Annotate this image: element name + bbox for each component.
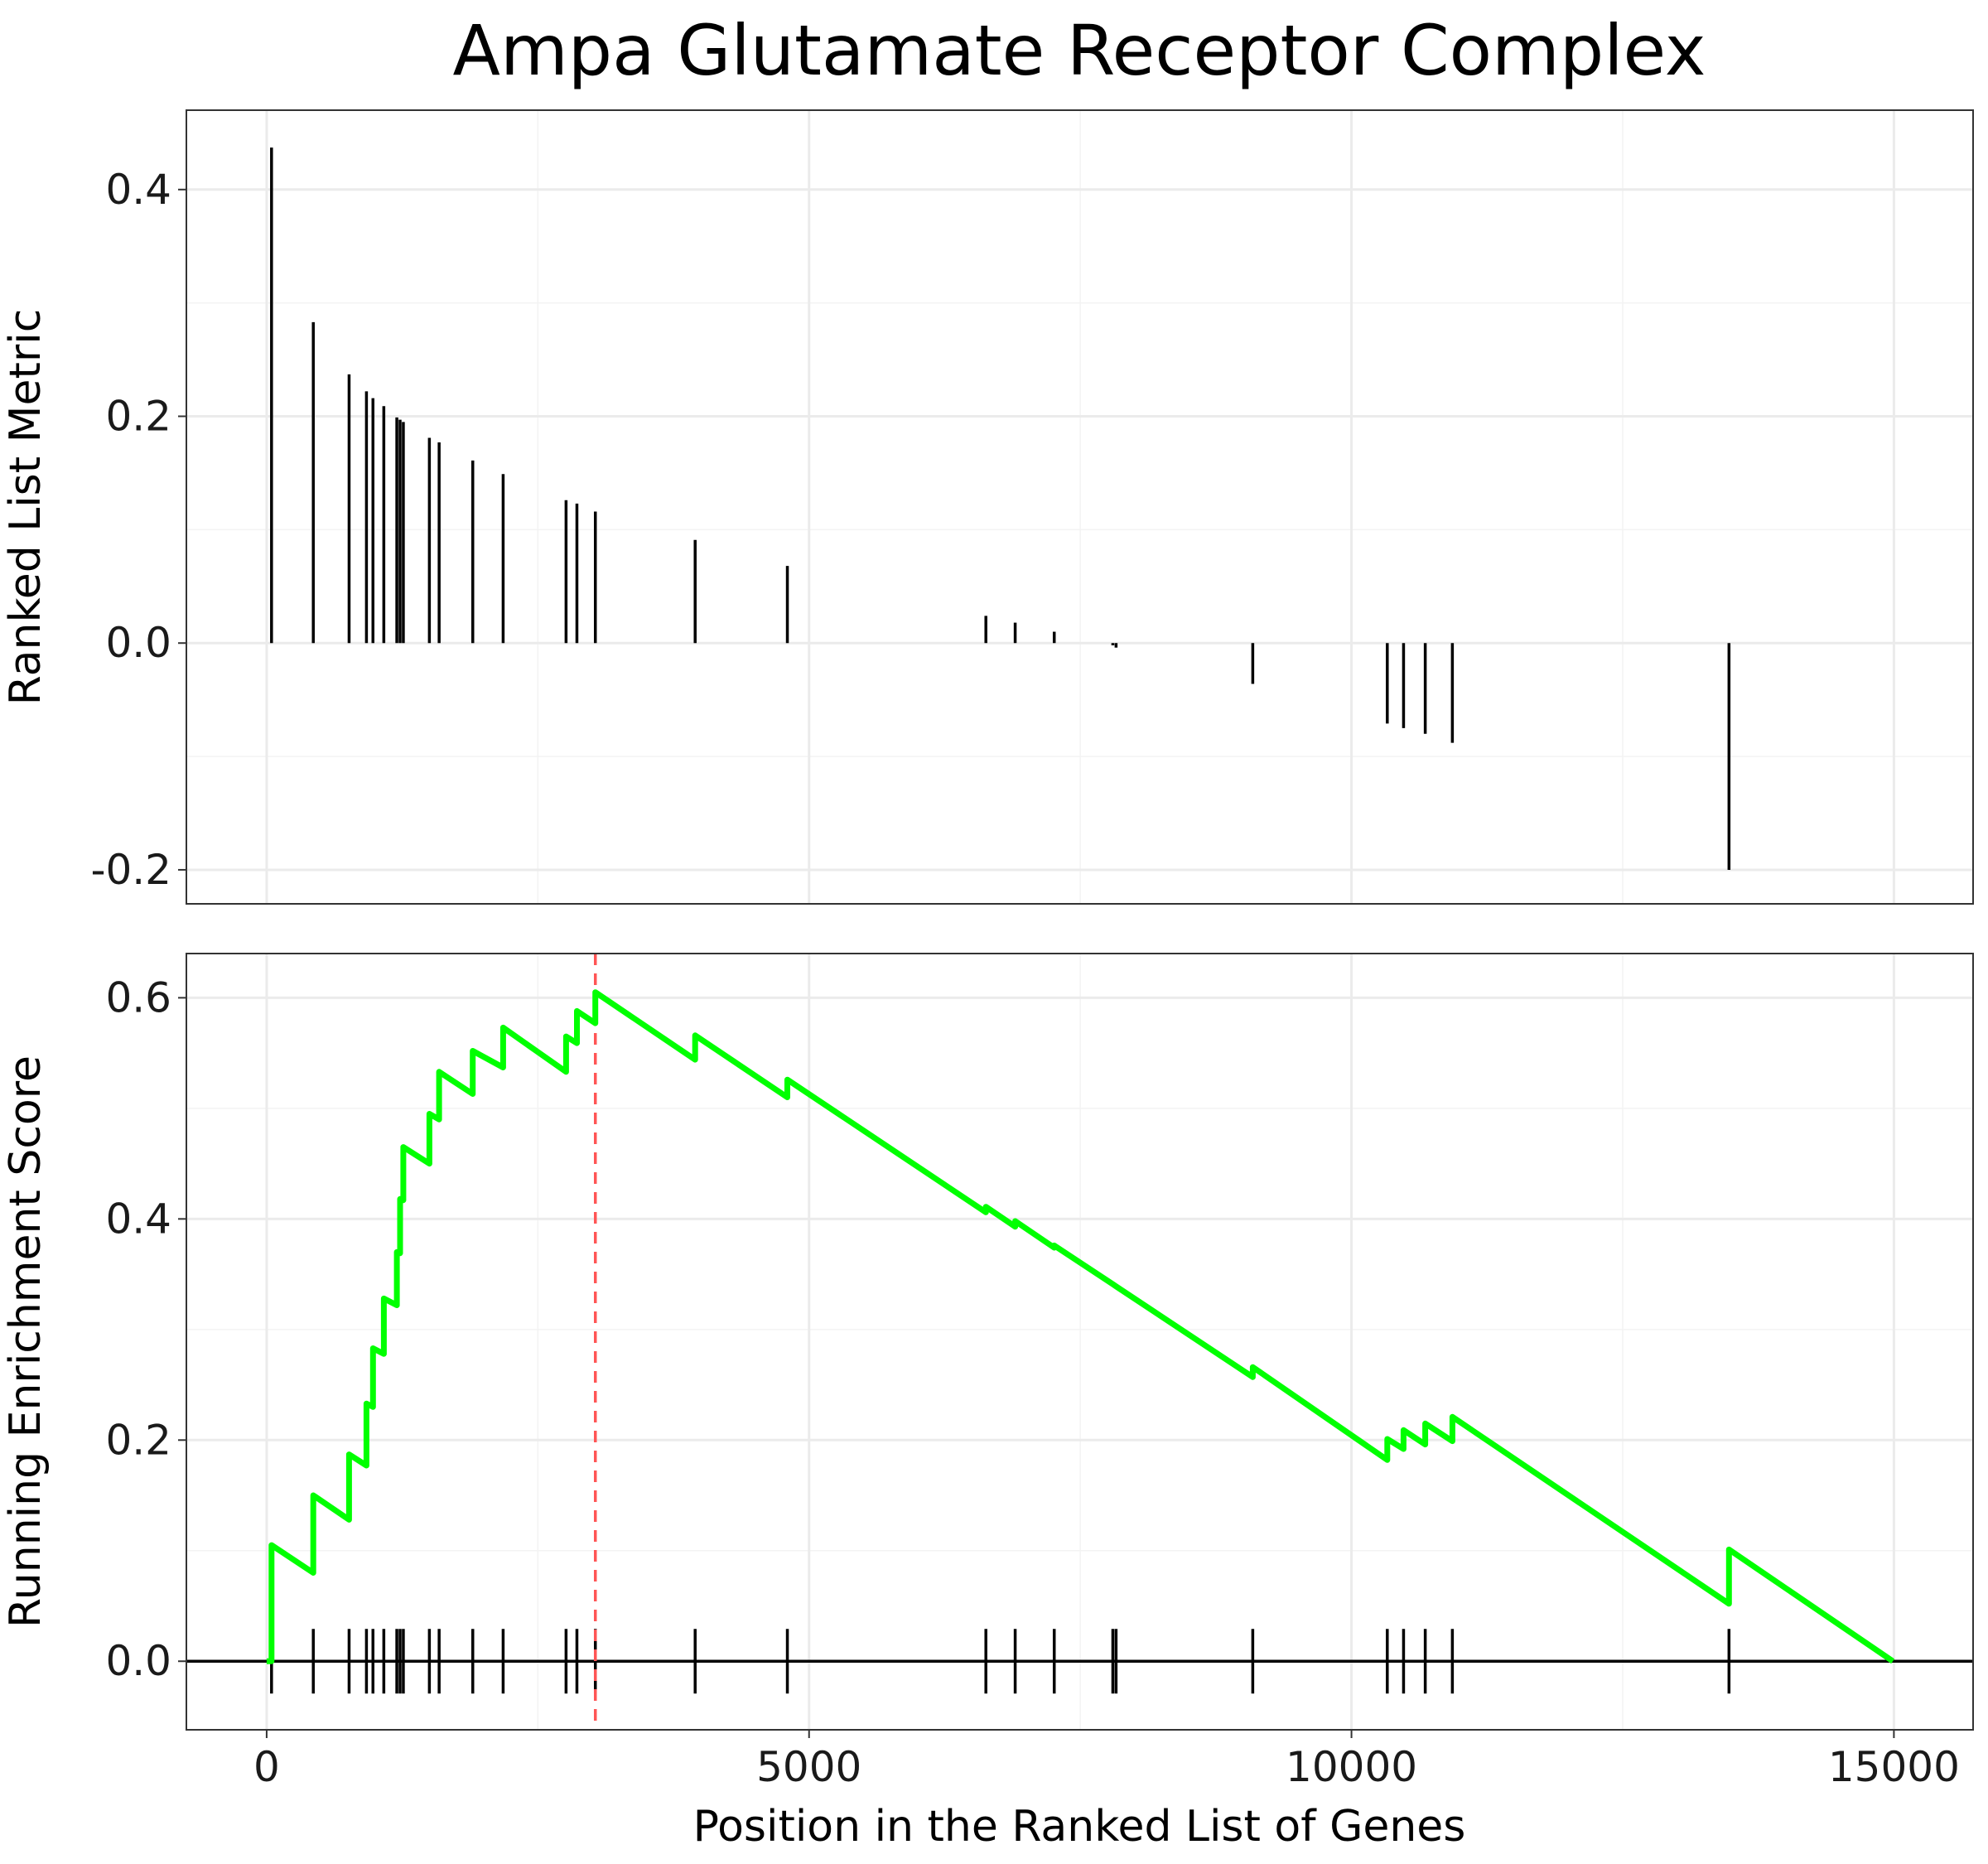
running-es-line <box>266 989 1895 1664</box>
x-axis-title: Position in the Ranked List of Genes <box>693 1802 1466 1852</box>
y-tick-label: 0.4 <box>105 166 171 214</box>
y-tick-label: 0.0 <box>105 619 171 667</box>
running-es-marks <box>186 954 1973 1730</box>
ranked-metric-y-axis-title: Ranked List Metric <box>1 309 51 706</box>
y-tick-label: 0.0 <box>105 1637 171 1685</box>
running-es-y-axis: 0.6 0.4 0.2 0.0 <box>105 973 186 1685</box>
ranked-metric-y-axis: 0.4 0.2 0.0 -0.2 <box>90 166 186 894</box>
running-es-y-axis-title: Running Enrichment Score <box>1 1055 51 1628</box>
y-tick-label: -0.2 <box>90 846 171 894</box>
x-tick-label: 10000 <box>1286 1743 1417 1791</box>
x-tick-label: 5000 <box>756 1743 861 1791</box>
y-tick-label: 0.6 <box>105 973 171 1021</box>
ranked-metric-bars <box>270 147 1731 870</box>
ranked-metric-panel-border <box>186 109 1974 905</box>
x-axis: 0 5000 10000 15000 <box>253 1730 1960 1791</box>
x-tick-label: 0 <box>253 1743 280 1791</box>
y-tick-label: 0.2 <box>105 1416 171 1464</box>
x-tick-label: 15000 <box>1828 1743 1960 1791</box>
y-tick-label: 0.2 <box>105 393 171 441</box>
running-es-panel: 0.6 0.4 0.2 0.0 Running Enrichment Score <box>1 953 1974 1731</box>
running-es-panel-border <box>186 953 1974 1731</box>
ranked-metric-gridlines <box>186 110 1973 904</box>
chart-title: Ampa Glutamate Receptor Complex <box>453 10 1706 91</box>
ranked-metric-panel: 0.4 0.2 0.0 -0.2 Ranked List Metric <box>1 109 1974 905</box>
y-tick-label: 0.4 <box>105 1195 171 1243</box>
